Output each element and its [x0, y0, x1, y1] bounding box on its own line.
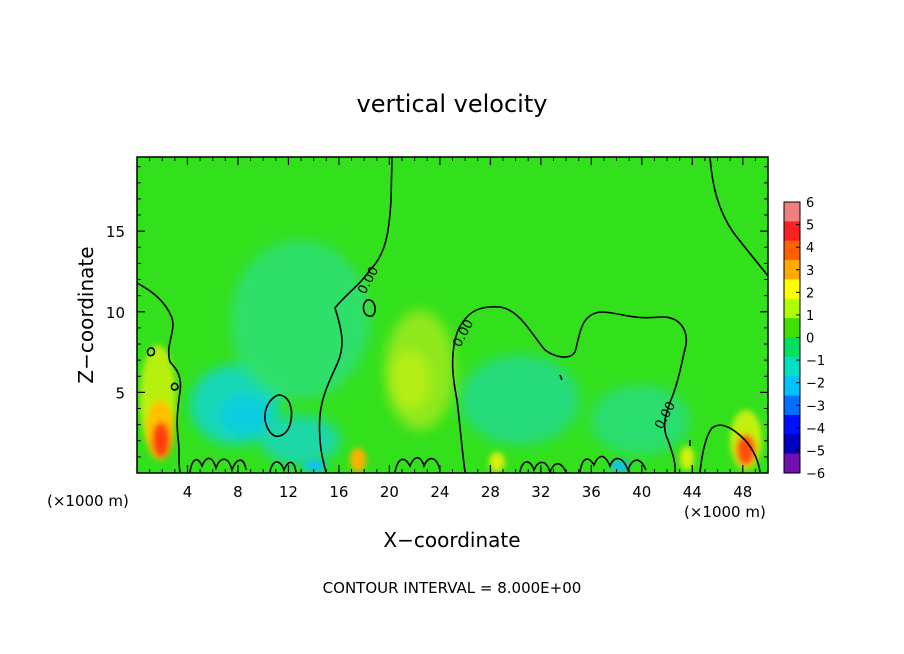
y-tick-label: 15: [106, 223, 125, 241]
colorbar-tick-label: 3: [806, 264, 814, 279]
colorbar-tick-label: −5: [806, 444, 825, 459]
field-region: [350, 448, 366, 472]
colorbar-swatch: [784, 356, 800, 377]
colorbar-tick-label: −6: [806, 467, 825, 482]
colorbar-swatch: [784, 298, 800, 319]
colorbar: 6 5 4 3 2 1 0 −1 −2 −3 −4 −5 −6: [783, 196, 825, 482]
x-tick-label: 36: [582, 483, 601, 501]
field-region: [736, 434, 756, 466]
colorbar-tick-label: 6: [806, 196, 814, 211]
field-region: [220, 395, 270, 435]
colorbar-swatch: [784, 434, 800, 455]
colorbar-swatch: [784, 318, 800, 338]
colorbar-tick-label: 0: [806, 332, 814, 347]
x-tick-label: 48: [733, 483, 752, 501]
colorbar-tick-label: −3: [806, 399, 825, 414]
x-tick-label: 20: [380, 483, 399, 501]
colorbar-swatch: [784, 279, 800, 300]
field-region: [680, 446, 694, 470]
contour-line: [189, 457, 247, 473]
x-unit-label-left: (×1000 m): [47, 492, 129, 510]
x-tick-label: 16: [329, 483, 348, 501]
contour-line: [146, 347, 156, 357]
contour-line: [264, 394, 293, 437]
colorbar-tick-label: −1: [806, 354, 825, 369]
colorbar-tick-label: −2: [806, 377, 825, 392]
contour-line: [519, 461, 567, 473]
x-tick-label: 4: [183, 483, 193, 501]
colorbar-tick-label: 4: [806, 241, 814, 256]
x-tick-label: 12: [279, 483, 298, 501]
chart-title: vertical velocity: [357, 90, 548, 118]
x-tick-label: 40: [632, 483, 651, 501]
field-region: [460, 355, 580, 445]
colorbar-swatch: [784, 337, 800, 358]
contour-line: [394, 456, 441, 473]
contour-line: [137, 282, 182, 473]
contour-line: [170, 382, 179, 391]
contour-line: [451, 305, 688, 473]
colorbar-tick-label: 1: [806, 309, 814, 324]
y-tick-label: 10: [106, 304, 125, 322]
colorbar-swatch: [784, 260, 800, 280]
field-region: [260, 415, 340, 465]
colorbar-swatch: [784, 395, 800, 416]
colorbar-swatch: [784, 221, 800, 242]
x-tick-label: 8: [233, 483, 243, 501]
field-region: [590, 385, 690, 455]
field-region: [230, 240, 370, 400]
contour-line: [269, 461, 297, 473]
field-region: [152, 422, 170, 458]
x-tick-label: 24: [430, 483, 449, 501]
colorbar-tick-label: 2: [806, 286, 814, 301]
contour-line: [699, 424, 761, 473]
contour-line: [559, 374, 563, 381]
contour-line: [362, 299, 376, 317]
field-region: [303, 460, 327, 472]
y-tick-label: 5: [115, 384, 125, 402]
x-axis-ticks: 4 8 12 16 20 24 28 32 36 40 44 48: [136, 157, 769, 501]
field-region: [390, 350, 430, 410]
colorbar-swatch: [784, 202, 800, 222]
y-axis-ticks: 5 10 15: [106, 166, 768, 474]
colorbar-swatch: [784, 453, 800, 474]
field-region: [489, 452, 505, 472]
contour-line: [709, 157, 768, 277]
colorbar-swatch: [784, 240, 800, 261]
x-axis-label: X−coordinate: [383, 528, 520, 552]
zero-contours: [137, 157, 768, 473]
colorbar-swatch: [784, 376, 800, 397]
x-tick-label: 32: [531, 483, 550, 501]
x-tick-label: 28: [481, 483, 500, 501]
heatmap-field: 0.00 0.00 0.00: [137, 157, 768, 473]
contour-line: [579, 455, 647, 473]
contour-line: [318, 157, 393, 473]
colorbar-swatch: [784, 414, 800, 435]
x-tick-label: 44: [683, 483, 702, 501]
x-unit-label-right: (×1000 m): [684, 503, 766, 521]
contour-interval-note: CONTOUR INTERVAL = 8.000E+00: [323, 579, 582, 597]
colorbar-tick-label: −4: [806, 422, 825, 437]
colorbar-tick-label: 5: [806, 219, 814, 234]
y-axis-label: Z−coordinate: [74, 246, 98, 383]
